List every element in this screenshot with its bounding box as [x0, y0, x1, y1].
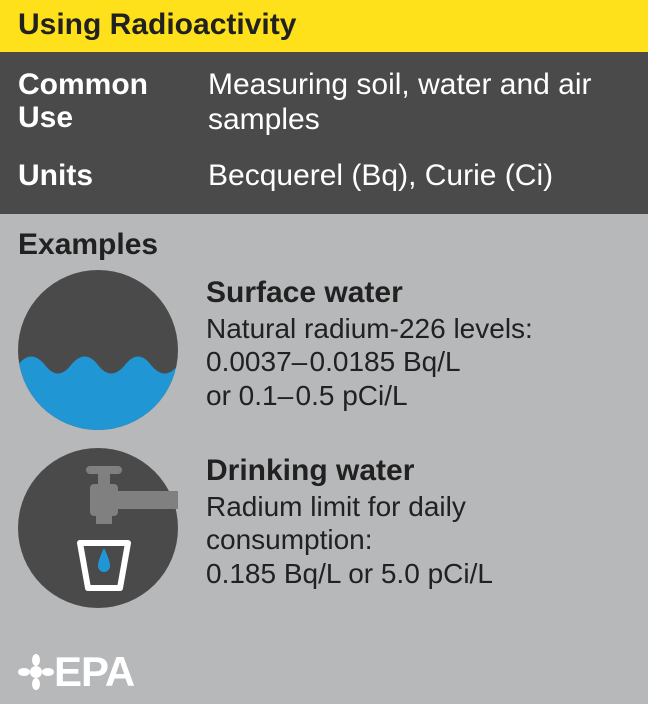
units-value: Becquerel (Bq), Curie (Ci)	[208, 159, 553, 194]
units-label: Units	[18, 159, 208, 194]
page-title: Using Radioactivity	[18, 8, 630, 42]
epa-logo: EPA	[18, 648, 134, 696]
info-row-common-use: Common Use Measuring soil, water and air…	[18, 68, 630, 137]
example-row-surface-water: Surface water Natural radium-226 levels:…	[18, 270, 630, 430]
surface-water-icon	[18, 270, 178, 430]
example-text-drinking-water: Drinking water Radium limit for daily co…	[206, 448, 630, 591]
common-use-value: Measuring soil, water and air samples	[208, 68, 630, 137]
title-bar: Using Radioactivity	[0, 0, 648, 52]
example-title: Drinking water	[206, 454, 630, 488]
example-desc: Natural radium-226 levels:0.0037– 0.0185…	[206, 312, 533, 413]
info-row-units: Units Becquerel (Bq), Curie (Ci)	[18, 159, 630, 194]
example-title: Surface water	[206, 276, 533, 310]
epa-flower-icon	[18, 654, 54, 690]
info-panel: Common Use Measuring soil, water and air…	[0, 52, 648, 214]
example-row-drinking-water: Drinking water Radium limit for daily co…	[18, 448, 630, 608]
drinking-water-icon	[18, 448, 178, 608]
examples-heading: Examples	[18, 228, 630, 262]
example-desc: Radium limit for daily consumption:0.185…	[206, 490, 630, 591]
common-use-label: Common Use	[18, 68, 208, 137]
example-text-surface-water: Surface water Natural radium-226 levels:…	[206, 270, 533, 413]
epa-logo-text: EPA	[54, 648, 134, 696]
examples-section: Examples Surface water Natural radium-22…	[0, 214, 648, 608]
